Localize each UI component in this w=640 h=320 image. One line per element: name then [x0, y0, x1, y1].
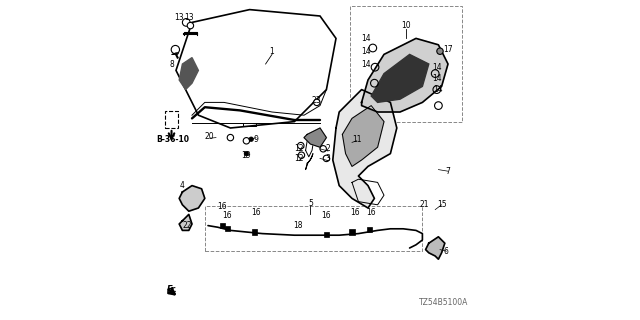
- Text: 16: 16: [366, 208, 376, 217]
- Circle shape: [323, 155, 330, 162]
- Text: 16: 16: [251, 208, 261, 217]
- Text: 12: 12: [294, 144, 304, 153]
- Text: 14: 14: [362, 60, 371, 68]
- Text: 5: 5: [308, 199, 313, 208]
- Polygon shape: [426, 237, 445, 259]
- Text: B-36-10: B-36-10: [156, 135, 189, 144]
- Text: Fr.: Fr.: [167, 285, 177, 294]
- Text: 17: 17: [443, 45, 453, 54]
- Text: 8: 8: [170, 60, 174, 68]
- Bar: [165, 111, 178, 128]
- Text: 13: 13: [184, 13, 195, 22]
- Text: 1: 1: [269, 47, 275, 56]
- Circle shape: [244, 151, 249, 156]
- Text: 14: 14: [362, 47, 371, 56]
- Circle shape: [298, 142, 304, 149]
- Text: 16: 16: [222, 212, 232, 220]
- Text: 9: 9: [253, 135, 259, 144]
- Text: 10: 10: [401, 21, 412, 30]
- Text: 12: 12: [294, 154, 304, 163]
- Text: 18: 18: [293, 221, 302, 230]
- Text: 16: 16: [218, 202, 227, 211]
- Bar: [205, 206, 422, 251]
- Bar: [252, 229, 257, 235]
- Text: 4: 4: [180, 181, 185, 190]
- Circle shape: [298, 152, 305, 158]
- Bar: [367, 227, 372, 232]
- Polygon shape: [333, 90, 397, 208]
- Text: 11: 11: [352, 135, 362, 144]
- Text: 16: 16: [350, 208, 360, 217]
- Circle shape: [249, 137, 253, 141]
- Text: 20: 20: [205, 132, 214, 140]
- Text: 14: 14: [432, 63, 442, 72]
- Bar: [349, 229, 355, 235]
- Text: 14: 14: [432, 74, 442, 83]
- Text: 6: 6: [444, 247, 449, 256]
- Circle shape: [172, 45, 179, 54]
- Text: 14: 14: [362, 34, 371, 43]
- Circle shape: [320, 146, 326, 152]
- Bar: [225, 226, 230, 231]
- Text: 7: 7: [445, 167, 451, 176]
- Text: 3: 3: [326, 154, 330, 163]
- Circle shape: [227, 134, 234, 141]
- Bar: [220, 223, 225, 228]
- Text: 14: 14: [433, 85, 444, 94]
- Polygon shape: [362, 38, 448, 112]
- Text: 23: 23: [312, 96, 322, 105]
- Circle shape: [437, 48, 443, 54]
- Polygon shape: [179, 58, 198, 90]
- Text: 15: 15: [436, 200, 447, 209]
- Polygon shape: [304, 128, 326, 147]
- Polygon shape: [179, 186, 205, 211]
- Bar: [351, 6, 462, 122]
- Circle shape: [182, 19, 190, 26]
- Text: TZ54B5100A: TZ54B5100A: [419, 298, 468, 307]
- Circle shape: [188, 22, 193, 29]
- Circle shape: [243, 138, 250, 144]
- Polygon shape: [342, 106, 384, 166]
- Polygon shape: [371, 54, 429, 102]
- Text: 13: 13: [173, 13, 184, 22]
- Polygon shape: [179, 214, 192, 230]
- Circle shape: [314, 99, 320, 106]
- Text: 21: 21: [419, 200, 429, 209]
- Text: 16: 16: [321, 212, 332, 220]
- Bar: [324, 232, 329, 237]
- Text: 19: 19: [241, 151, 252, 160]
- Text: 22: 22: [182, 221, 192, 230]
- Text: 2: 2: [326, 144, 330, 153]
